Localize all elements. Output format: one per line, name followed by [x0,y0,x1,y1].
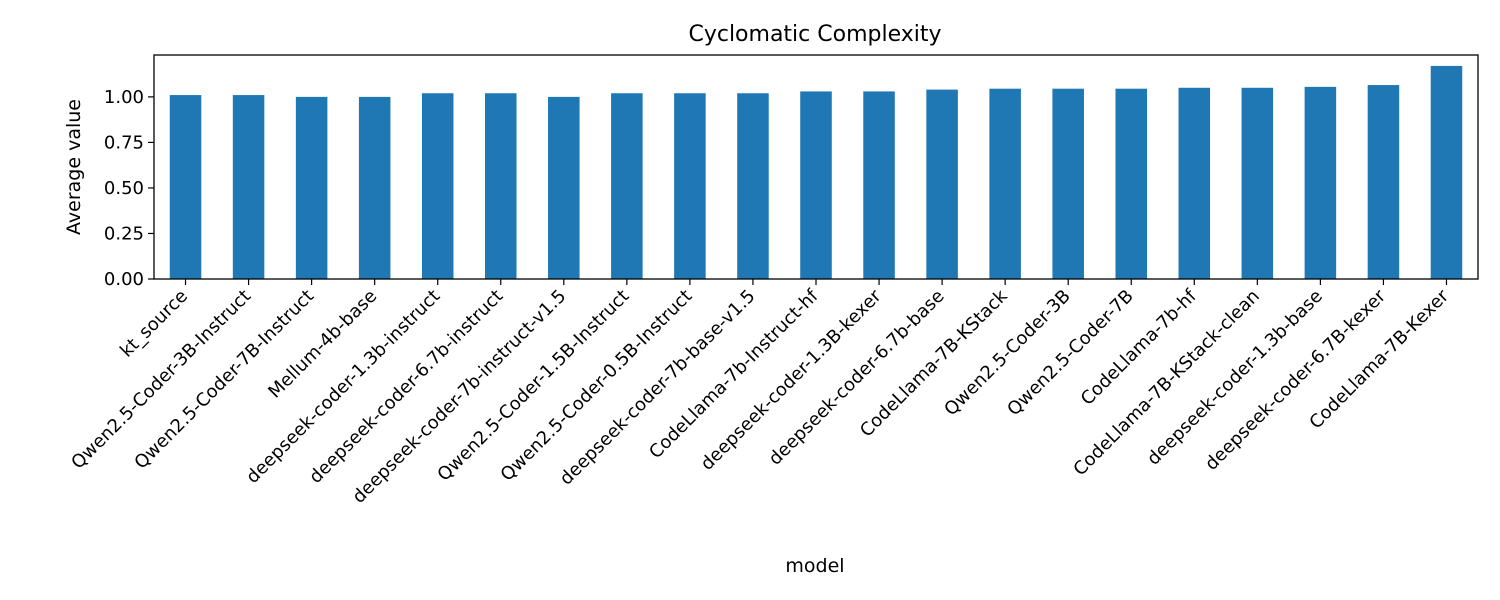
y-tick-label-2: 0.50 [104,178,144,199]
y-tick-label-4: 1.00 [104,87,144,108]
bar-18 [1304,86,1337,279]
bar-6 [548,96,580,280]
bar-16 [1178,87,1211,279]
bars-group [169,65,1463,280]
chart-title: Cyclomatic Complexity [688,22,941,47]
bar-7 [611,93,643,280]
y-tick-label-3: 0.75 [104,132,144,153]
y-tick-label-1: 0.25 [104,223,144,244]
bar-0 [169,95,202,280]
bar-15 [1115,88,1147,279]
bar-13 [989,88,1021,279]
x-axis-ticks: kt_sourceQwen2.5-Coder-3B-InstructQwen2.… [67,279,1453,508]
bar-17 [1241,87,1274,279]
y-tick-label-0: 0.00 [104,269,144,290]
plot-frame [153,54,1479,280]
bar-8 [674,93,706,280]
bar-11 [863,91,895,280]
x-tick-label-16: CodeLlama-7b-hf [1077,285,1201,409]
bar-2 [295,96,328,280]
y-axis-ticks: 0.00 0.25 0.50 0.75 1.00 [104,87,154,290]
bar-19 [1367,85,1400,279]
bar-9 [737,93,769,280]
y-axis-label: Average value [63,99,85,235]
bar-20 [1430,65,1463,280]
bar-12 [926,89,958,279]
bar-14 [1052,88,1084,279]
bar-5 [485,93,517,280]
bar-3 [358,96,391,280]
bar-4 [421,93,454,280]
x-tick-label-3: Mellum-4b-base [264,286,381,403]
bar-1 [232,95,265,280]
bar-10 [800,91,832,280]
x-axis-label: model [785,555,844,577]
